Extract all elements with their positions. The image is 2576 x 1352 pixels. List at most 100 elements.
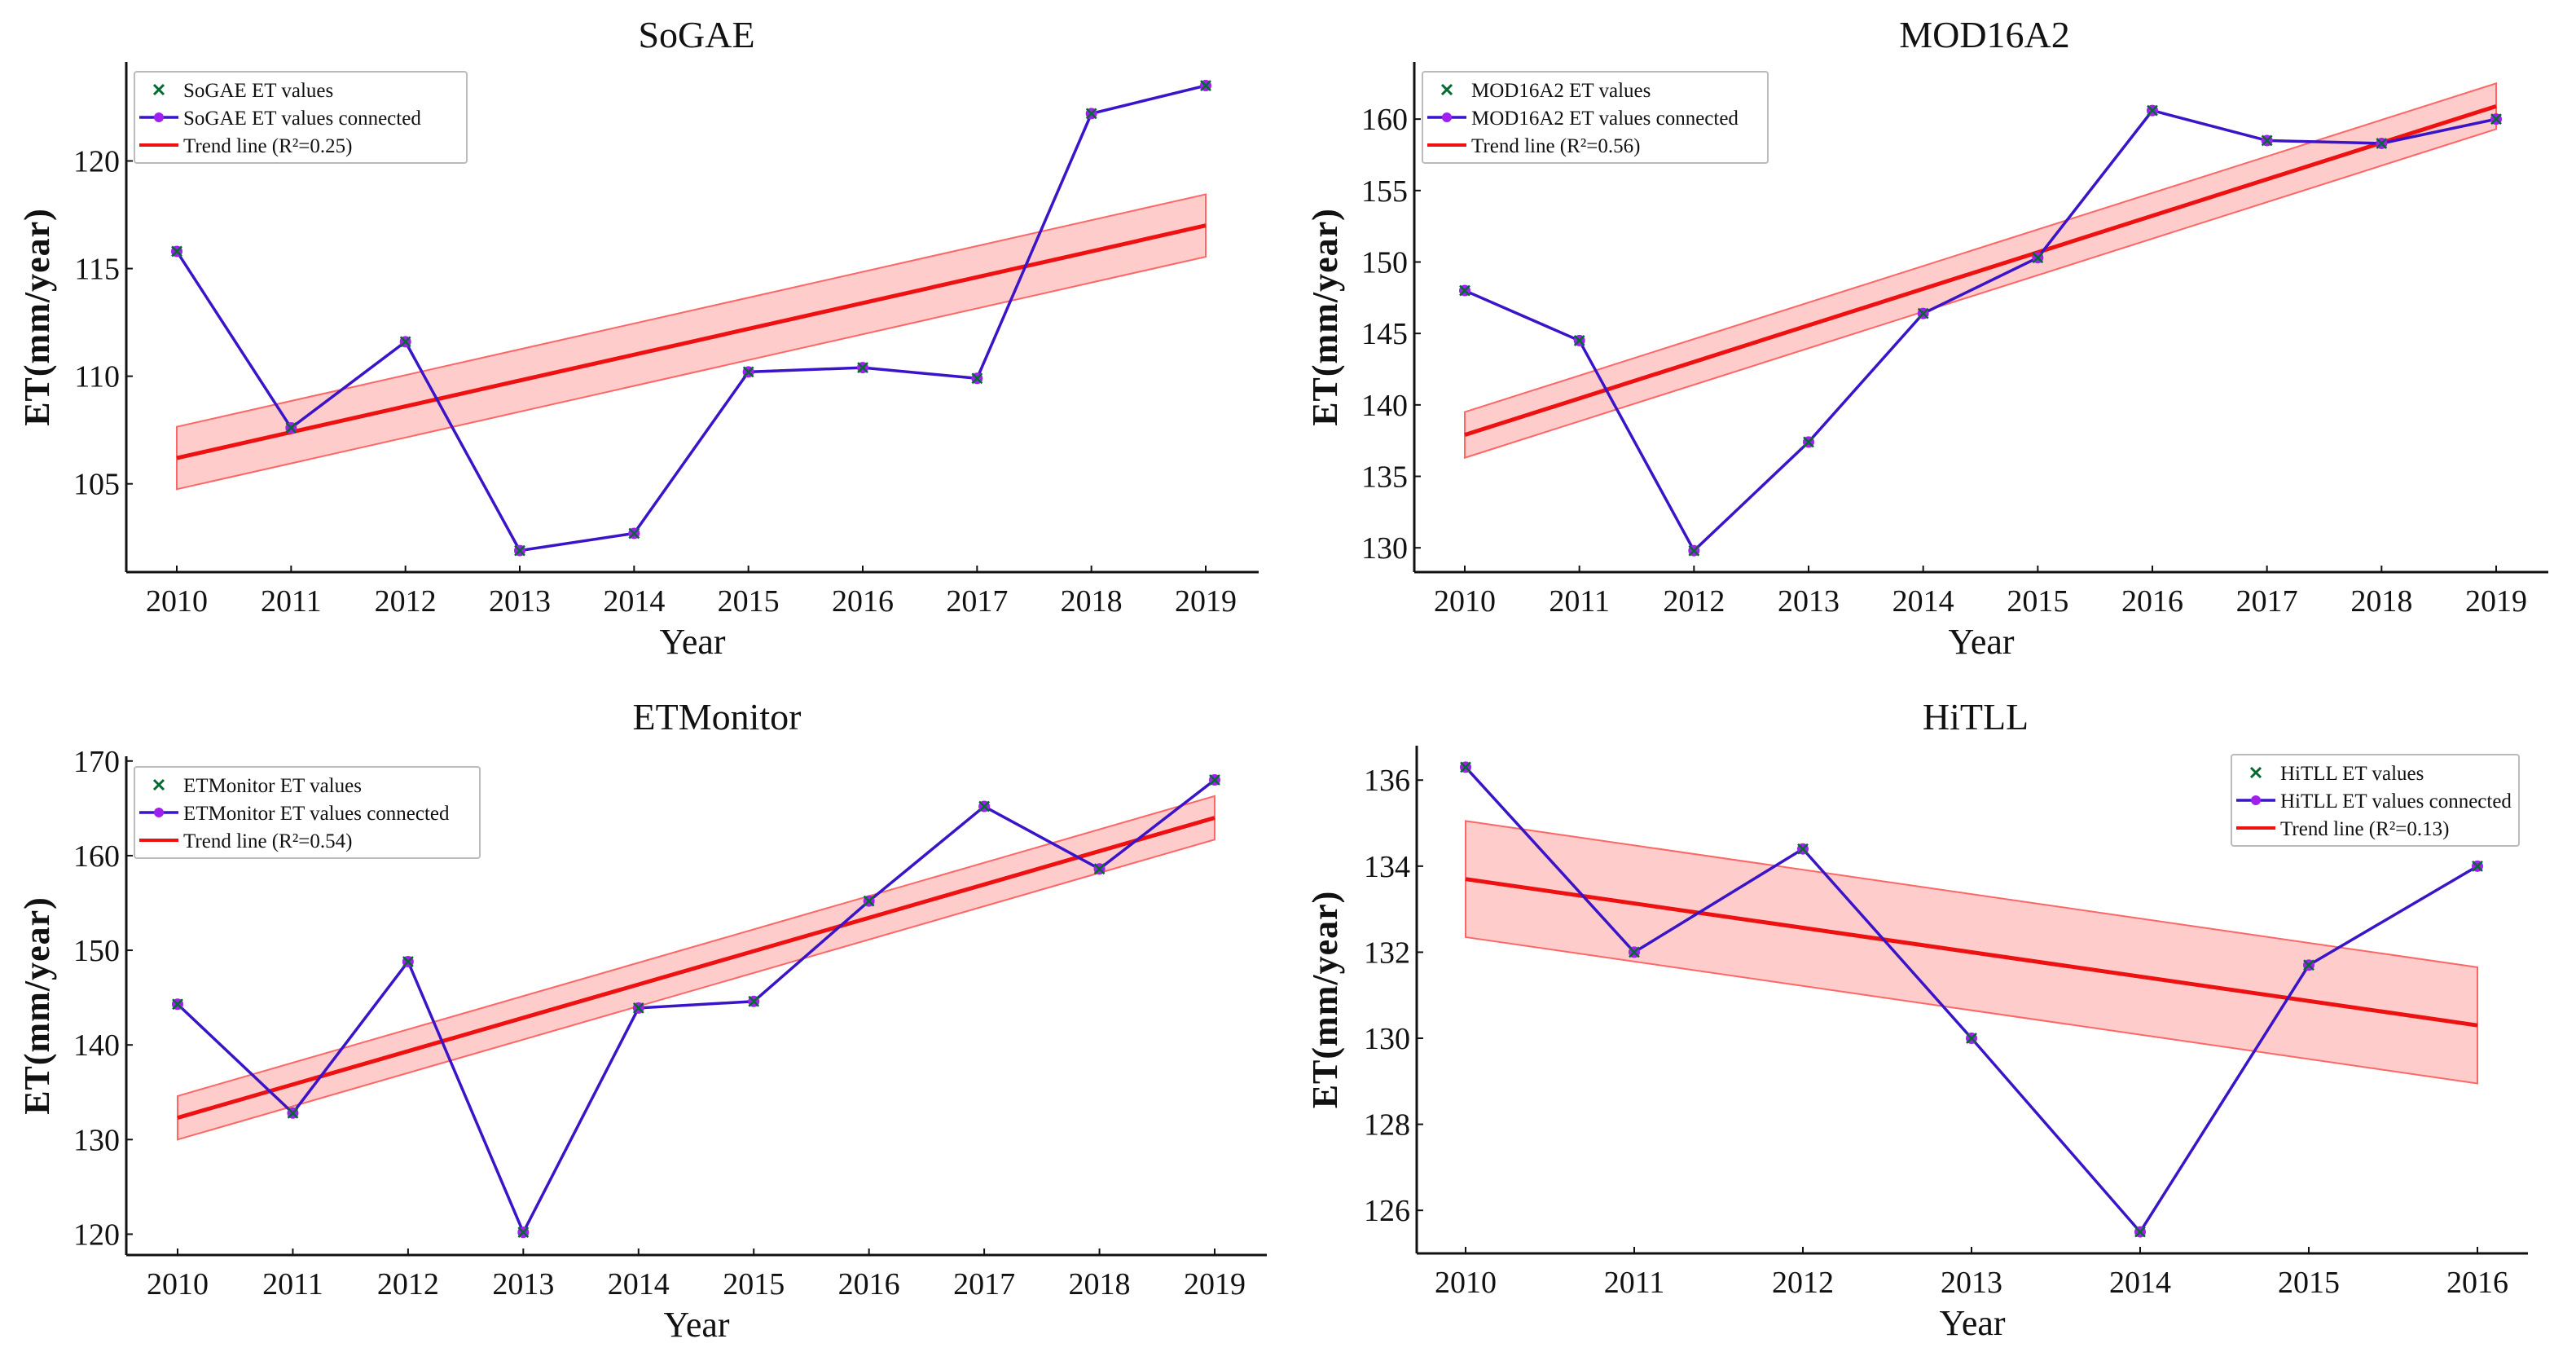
- data-point-x: [287, 1107, 299, 1119]
- x-tick-label: 2018: [1069, 1267, 1131, 1301]
- legend-box: [134, 766, 481, 859]
- x-tick-label: 2011: [262, 1267, 323, 1301]
- legend-label: Trend line (R²=0.56): [1471, 135, 1640, 157]
- connected-line: [176, 778, 1216, 1236]
- y-tick-label: 150: [73, 934, 120, 968]
- chart-title: SoGAE: [638, 14, 754, 55]
- x-tick-label: 2014: [608, 1267, 670, 1301]
- y-tick-label: 160: [1361, 103, 1408, 137]
- x-tick-label: 2019: [1175, 584, 1237, 619]
- data-point-x: [1917, 307, 1929, 319]
- chart-title: MOD16A2: [1899, 14, 2070, 55]
- y-tick-label: 110: [74, 360, 120, 394]
- y-tick-label: 105: [73, 468, 120, 502]
- data-point-x: [171, 245, 182, 258]
- data-point-x: [172, 998, 183, 1011]
- legend-label: Trend line (R²=0.25): [183, 135, 352, 157]
- trend-line: [1464, 103, 2497, 438]
- x-tick-label: 2019: [2465, 584, 2527, 619]
- chart-panel-etmonitor: ETMonitor 2010 2011 2012 2013 2014 2015 2016 201…: [17, 696, 1267, 1345]
- chart-panel-hitll: HiTLL 2010 2011 2012 2013 2014 2015 2016 126 128 1…: [1305, 696, 2528, 1343]
- data-point-x: [748, 995, 760, 1007]
- legend: ETMonitor ET values ETMonitor ET values c…: [134, 766, 481, 859]
- data-point-x: [2134, 1226, 2146, 1238]
- x-tick-label: 2013: [489, 584, 551, 619]
- y-tick-label: 145: [1361, 317, 1408, 351]
- y-tick-label: 150: [1361, 245, 1408, 280]
- y-tick-label: 155: [1361, 174, 1408, 209]
- data-point-x: [971, 372, 983, 385]
- x-tick-label: 2015: [2278, 1266, 2340, 1300]
- legend-box: [1422, 71, 1769, 164]
- data-point-x: [1688, 544, 1700, 557]
- data-point-x: [1459, 284, 1470, 297]
- x-tick-label: 2014: [2109, 1266, 2171, 1300]
- x-tick-label: 2010: [146, 584, 208, 619]
- data-point-x: [632, 1002, 644, 1014]
- x-tick-label: 2015: [723, 1267, 785, 1301]
- x-tick-label: 2013: [492, 1267, 554, 1301]
- x-tick-label: 2016: [838, 1267, 900, 1301]
- x-tick-label: 2015: [718, 584, 780, 619]
- data-point-x: [2147, 104, 2158, 117]
- y-axis-label: ET(mm/year): [1305, 891, 1345, 1109]
- y-tick-label: 128: [1364, 1108, 1410, 1143]
- data-point-x: [2303, 959, 2314, 971]
- x-tick-label: 2017: [2236, 584, 2298, 619]
- x-tick-label: 2011: [1549, 584, 1610, 619]
- x-tick-label: 2010: [1434, 584, 1496, 619]
- legend-label: MOD16A2 ET values connected: [1471, 108, 1739, 130]
- x-tick-label: 2012: [1772, 1266, 1834, 1300]
- data-point-x: [1460, 761, 1471, 773]
- data-point-x: [517, 1226, 530, 1239]
- legend-label: HiTLL ET values: [2280, 763, 2424, 785]
- legend: MOD16A2 ET values MOD16A2 ET values conne…: [1422, 71, 1769, 164]
- trend-line: [1465, 877, 2478, 1028]
- legend-label: HiTLL ET values connected: [2280, 791, 2512, 813]
- x-tick-label: 2014: [1892, 584, 1954, 619]
- legend-dot-icon: [1442, 112, 1452, 122]
- legend: SoGAE ET values SoGAE ET values connected…: [134, 71, 468, 164]
- legend-label: Trend line (R²=0.13): [2280, 818, 2449, 840]
- data-point-x: [1085, 108, 1097, 120]
- x-axis-label: Year: [1939, 1303, 2005, 1343]
- data-point-x: [742, 366, 754, 378]
- y-tick-label: 130: [1361, 531, 1408, 566]
- x-tick-label: 2012: [1663, 584, 1725, 619]
- x-tick-label: 2019: [1184, 1267, 1246, 1301]
- y-axis-label: ET(mm/year): [17, 208, 57, 426]
- data-point-x: [2490, 113, 2502, 126]
- legend-dot-icon: [2251, 795, 2261, 805]
- trend-line: [177, 816, 1215, 1121]
- legend-label: ETMonitor ET values: [183, 775, 362, 797]
- chart-title: ETMonitor: [633, 696, 802, 738]
- data-point-x: [978, 800, 990, 813]
- data-point-x: [1629, 946, 1640, 958]
- legend-dot-icon: [154, 808, 164, 817]
- chart-panel-mod16a2: MOD16A2 2010 2011 2012 2013 2014 2015 2016 2017 2…: [1305, 14, 2548, 662]
- legend-x-marker-icon: [152, 83, 165, 96]
- x-tick-label: 2013: [1941, 1266, 2002, 1300]
- x-tick-label: 2016: [832, 584, 894, 619]
- x-tick-label: 2012: [377, 1267, 439, 1301]
- data-point-x: [2261, 134, 2273, 147]
- data-point-x: [857, 362, 868, 373]
- y-tick-label: 160: [73, 839, 120, 874]
- y-tick-label: 140: [1361, 389, 1408, 423]
- x-tick-label: 2013: [1778, 584, 1840, 619]
- x-tick-label: 2012: [375, 584, 437, 619]
- legend-box: [2231, 754, 2520, 847]
- x-tick-label: 2011: [261, 584, 322, 619]
- x-tick-label: 2018: [1061, 584, 1123, 619]
- data-point-x: [2376, 138, 2388, 149]
- x-tick-label: 2017: [946, 584, 1008, 619]
- trend-line: [176, 223, 1207, 460]
- y-tick-label: 126: [1364, 1194, 1410, 1228]
- data-point-x: [1200, 80, 1211, 91]
- x-tick-label: 2018: [2350, 584, 2412, 619]
- chart-title: HiTLL: [1923, 696, 2029, 738]
- data-point-x: [863, 895, 875, 907]
- legend-x-marker-icon: [1440, 83, 1453, 96]
- y-tick-label: 120: [73, 145, 120, 179]
- data-point-x: [1093, 863, 1106, 875]
